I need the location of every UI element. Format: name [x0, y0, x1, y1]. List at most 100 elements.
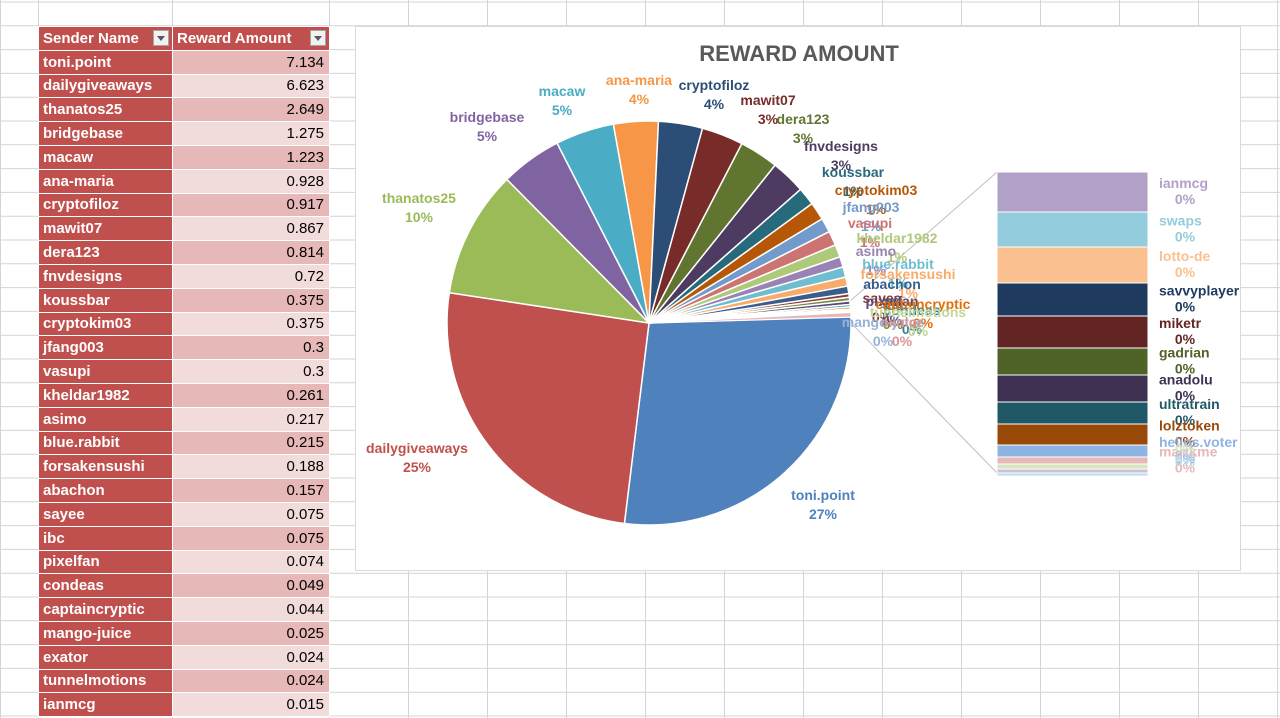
secondary-bar-segment[interactable]: [996, 315, 1149, 349]
reward-amount-cell[interactable]: 0.015: [172, 692, 330, 718]
reward-amount-cell[interactable]: 0.157: [172, 478, 330, 503]
reward-amount-cell[interactable]: 0.025: [172, 620, 330, 646]
data-label-percent: 25%: [403, 459, 432, 475]
secondary-bar-segment[interactable]: [996, 211, 1149, 248]
table-row: blue.rabbit 0.215: [38, 430, 330, 456]
secondary-bar-segment[interactable]: [996, 468, 1149, 474]
table-row: fnvdesigns 0.72: [38, 263, 330, 289]
reward-amount-cell[interactable]: 0.215: [172, 430, 330, 456]
sender-name-cell[interactable]: ana-maria: [38, 168, 173, 194]
secondary-bar-segment[interactable]: [996, 456, 1149, 465]
reward-amount-cell[interactable]: 0.867: [172, 216, 330, 242]
data-label-name: abachon: [863, 276, 921, 292]
sender-name-cell[interactable]: kheldar1982: [38, 382, 173, 408]
bar-label-name: swaps: [1159, 213, 1202, 229]
sender-name-cell[interactable]: tunnelmotions: [38, 668, 173, 694]
table-row: koussbar 0.375: [38, 287, 330, 313]
sender-name-cell[interactable]: exator: [38, 644, 173, 670]
reward-amount-cell[interactable]: 0.074: [172, 549, 330, 575]
sender-name-cell[interactable]: captaincryptic: [38, 597, 173, 622]
secondary-bar-segment[interactable]: [996, 347, 1149, 376]
sender-name-cell[interactable]: bridgebase: [38, 121, 173, 146]
pie-slice-toni-point[interactable]: [623, 316, 852, 526]
sender-name-cell[interactable]: pixelfan: [38, 549, 173, 575]
sender-name-cell[interactable]: fnvdesigns: [38, 263, 173, 289]
bar-label-percent: 0%: [1175, 388, 1196, 404]
sender-name-cell[interactable]: thanatos25: [38, 97, 173, 123]
secondary-bar-segment[interactable]: [996, 246, 1149, 284]
sender-name-cell[interactable]: toni.point: [38, 49, 173, 75]
reward-amount-cell[interactable]: 0.188: [172, 454, 330, 480]
sender-name-header: Sender Name: [38, 26, 173, 51]
reward-amount-cell[interactable]: 0.217: [172, 406, 330, 432]
reward-amount-cell[interactable]: 0.024: [172, 668, 330, 694]
sender-name-cell[interactable]: mango-juice: [38, 620, 173, 646]
secondary-bar-segment[interactable]: [996, 423, 1149, 446]
reward-chart[interactable]: REWARD AMOUNT toni.point 27% dailygiveaway…: [355, 26, 1241, 571]
sender-name-cell[interactable]: vasupi: [38, 359, 173, 384]
reward-amount-cell[interactable]: 0.375: [172, 311, 330, 337]
sender-name-cell[interactable]: cryptofiloz: [38, 192, 173, 218]
reward-amount-cell[interactable]: 0.814: [172, 240, 330, 265]
sender-name-cell[interactable]: jfang003: [38, 335, 173, 361]
sender-name-cell[interactable]: koussbar: [38, 287, 173, 313]
table-row: mawit07 0.867: [38, 216, 330, 242]
bar-label-percent: 0%: [1175, 191, 1196, 207]
pie-slice-dailygiveaways[interactable]: [446, 291, 650, 525]
bar-label-percent: 0%: [1175, 361, 1196, 377]
reward-amount-cell[interactable]: 0.928: [172, 168, 330, 194]
reward-amount-cell[interactable]: 2.649: [172, 97, 330, 123]
sender-name-cell[interactable]: abachon: [38, 478, 173, 503]
reward-amount-cell[interactable]: 1.275: [172, 121, 330, 146]
data-label-name: mango-juice: [842, 314, 925, 330]
pie-slice-other[interactable]: [648, 312, 852, 324]
table-row: abachon 0.157: [38, 478, 330, 503]
table-body: toni.point 7.134 dailygiveaways 6.623 thanat…: [38, 49, 330, 718]
table-row: pixelfan 0.074: [38, 549, 330, 575]
sender-name-cell[interactable]: dailygiveaways: [38, 73, 173, 99]
reward-amount-cell[interactable]: 0.075: [172, 501, 330, 527]
reward-amount-cell[interactable]: 0.3: [172, 335, 330, 361]
reward-amount-cell[interactable]: 0.024: [172, 644, 330, 670]
sender-name-cell[interactable]: ibc: [38, 525, 173, 551]
bar-label-percent: 0%: [1175, 450, 1196, 466]
reward-amount-cell[interactable]: 0.049: [172, 573, 330, 599]
pie-slice-thanatos25[interactable]: [448, 178, 652, 325]
sender-name-cell[interactable]: dera123: [38, 240, 173, 265]
sender-name-cell[interactable]: asimo: [38, 406, 173, 432]
reward-amount-filter-button[interactable]: [310, 30, 326, 46]
sender-name-cell[interactable]: forsakensushi: [38, 454, 173, 480]
data-label-name: jfang003: [842, 199, 900, 215]
sender-name-cell[interactable]: ianmcg: [38, 692, 173, 718]
secondary-bar-segment[interactable]: [996, 374, 1149, 403]
sender-name-cell[interactable]: blue.rabbit: [38, 430, 173, 456]
table-row: mango-juice 0.025: [38, 620, 330, 646]
sender-name-cell[interactable]: macaw: [38, 144, 173, 170]
reward-amount-cell[interactable]: 0.075: [172, 525, 330, 551]
reward-amount-cell[interactable]: 0.375: [172, 287, 330, 313]
secondary-bar-segment[interactable]: [996, 171, 1149, 213]
sender-name-cell[interactable]: condeas: [38, 573, 173, 599]
data-label-name: kheldar1982: [857, 230, 938, 246]
sender-name-cell[interactable]: cryptokim03: [38, 311, 173, 337]
reward-amount-cell[interactable]: 0.72: [172, 263, 330, 289]
secondary-bar-segment[interactable]: [996, 282, 1149, 317]
sender-name-cell[interactable]: mawit07: [38, 216, 173, 242]
data-label-percent: 1%: [861, 218, 882, 234]
secondary-bar-segment[interactable]: [996, 444, 1149, 458]
data-label-percent: 0%: [902, 321, 923, 337]
reward-amount-cell[interactable]: 0.917: [172, 192, 330, 218]
reward-amount-cell[interactable]: 1.223: [172, 144, 330, 170]
secondary-bar-segment[interactable]: [996, 472, 1149, 477]
secondary-bar-segment[interactable]: [996, 463, 1149, 470]
dropdown-arrow-icon: [157, 35, 165, 41]
sender-name-filter-button[interactable]: [153, 30, 169, 46]
reward-amount-cell[interactable]: 0.044: [172, 597, 330, 622]
reward-amount-cell[interactable]: 0.261: [172, 382, 330, 408]
data-label-percent: 1%: [866, 262, 887, 278]
reward-amount-cell[interactable]: 6.623: [172, 73, 330, 99]
sender-name-cell[interactable]: sayee: [38, 501, 173, 527]
secondary-bar-segment[interactable]: [996, 401, 1149, 425]
reward-amount-cell[interactable]: 7.134: [172, 49, 330, 75]
reward-amount-cell[interactable]: 0.3: [172, 359, 330, 384]
